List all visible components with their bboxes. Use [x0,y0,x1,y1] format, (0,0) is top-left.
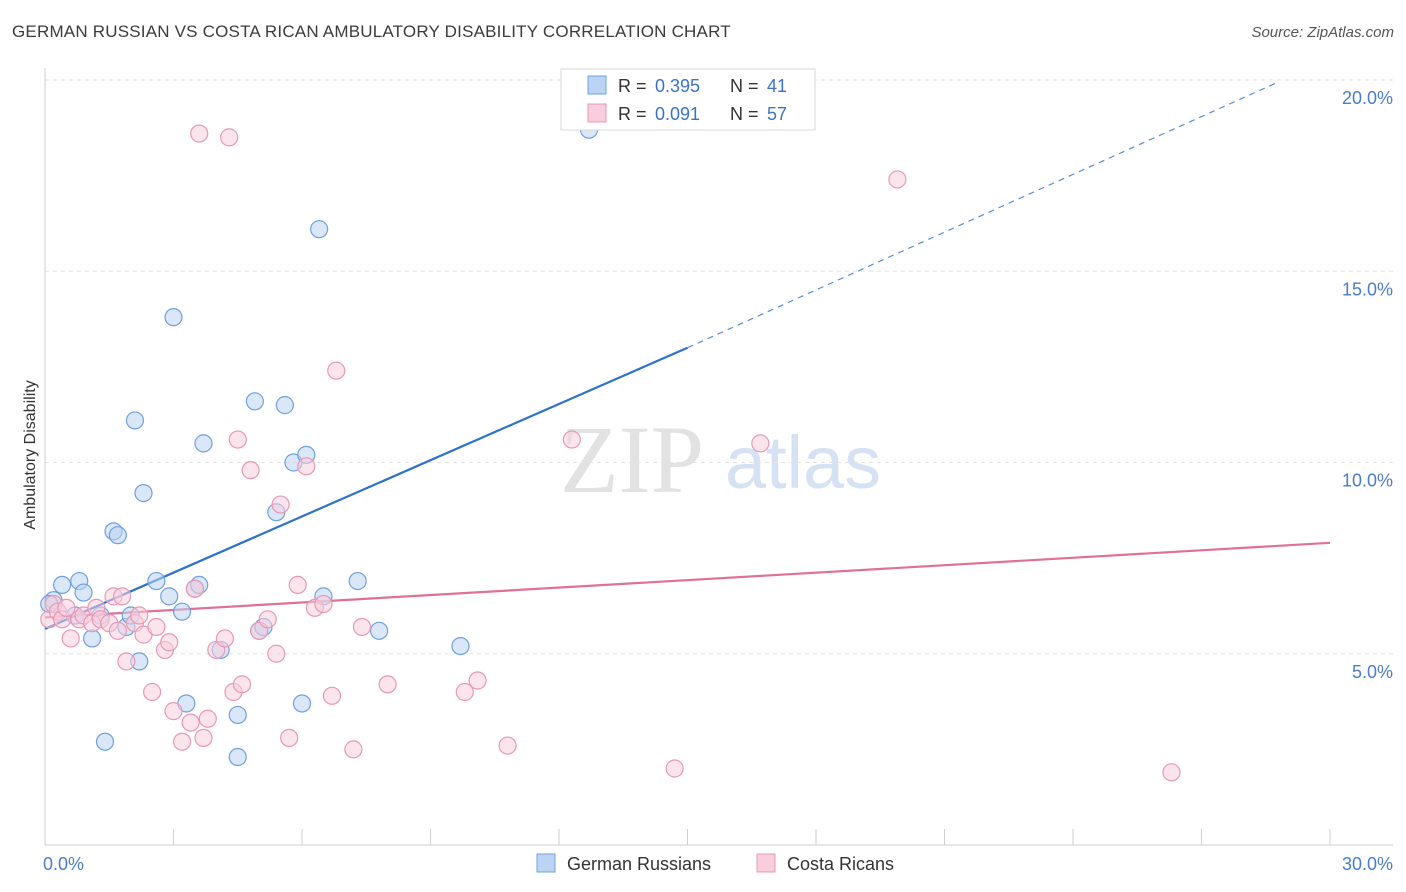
trend-lines [44,81,1331,630]
point-0-15 [147,571,166,591]
point-1-34 [228,430,247,449]
point-1-48 [344,740,363,759]
point-1-23 [164,702,183,721]
point-1-35 [232,675,252,694]
legend-r-value-1: 0.395 [655,76,700,96]
chart-title: GERMAN RUSSIAN VS COSTA RICAN AMBULATORY… [12,22,731,41]
point-0-37 [370,621,389,640]
point-1-39 [267,644,286,663]
point-0-14 [134,484,153,503]
point-0-7 [95,732,115,751]
point-1-22 [160,633,179,652]
legend-n-label-1: N = [730,76,759,96]
y-tick-label-3: 20.0% [1342,88,1393,108]
gridlines [45,79,1395,655]
point-1-32 [220,128,239,147]
point-1-29 [198,709,217,728]
point-1-49 [352,617,372,637]
point-1-27 [190,124,209,143]
point-1-57 [888,170,907,189]
point-0-17 [164,308,183,327]
point-1-31 [215,629,234,648]
point-1-38 [258,610,277,629]
point-1-28 [194,728,213,748]
point-1-5 [61,629,80,648]
point-1-52 [468,671,487,690]
trend-extension-0 [687,81,1279,349]
point-0-36 [348,571,367,591]
legend-r-value-2: 0.091 [655,104,700,124]
point-0-25 [228,705,247,725]
watermark-atlas: atlas [725,421,881,504]
point-1-55 [665,759,684,778]
y-tick-label-2: 15.0% [1342,279,1393,299]
trend-line-1 [44,541,1331,619]
point-1-40 [271,495,290,514]
y-axis-label: Ambulatory Disability [22,380,39,529]
point-1-47 [327,361,346,380]
bottom-legend-label-costa-ricans: Costa Ricans [787,854,894,874]
bottom-legend-swatch-german-russians [536,853,556,873]
point-0-1 [53,575,72,595]
series-legend: German Russians Costa Ricans [536,853,894,874]
point-1-43 [297,457,316,476]
point-0-30 [275,396,294,415]
legend-n-label-2: N = [730,104,759,124]
legend-r-label-2: R = [618,104,647,124]
point-1-19 [142,682,162,702]
point-1-51 [455,682,474,702]
bottom-legend-swatch-costa-ricans [756,853,776,873]
point-0-22 [194,434,213,453]
point-1-58 [1162,763,1181,782]
axes: 5.0% 10.0% 15.0% 20.0% 0.0% 30.0% [43,68,1393,874]
x-tick-label-1: 30.0% [1342,854,1393,874]
point-1-13 [108,621,127,640]
watermark-zip: ZIP [560,406,704,513]
point-1-53 [498,736,517,755]
legend-n-value-1: 41 [767,76,787,96]
point-0-24 [228,747,247,767]
point-0-34 [310,220,329,239]
point-1-4 [57,598,76,617]
point-1-25 [181,713,200,732]
point-1-24 [172,732,192,751]
point-0-26 [245,392,264,411]
point-0-12 [125,411,145,430]
point-1-26 [185,579,205,598]
legend-swatch-german-russians [587,75,607,95]
point-0-5 [83,629,102,648]
stats-legend: R = 0.395 N = 41 R = 0.091 N = 57 [560,68,816,131]
point-1-45 [314,594,333,614]
point-0-18 [172,602,192,621]
y-tick-label-1: 10.0% [1342,471,1393,491]
point-1-54 [562,430,581,449]
point-1-50 [378,675,397,694]
point-1-41 [280,728,299,748]
point-1-17 [130,606,149,625]
point-1-15 [117,652,136,671]
point-0-4 [74,583,93,602]
point-1-46 [322,686,342,705]
legend-r-label-1: R = [618,76,647,96]
legend-n-value-2: 57 [767,104,787,124]
point-0-16 [160,587,179,606]
point-1-36 [241,461,260,480]
point-0-38 [451,636,470,656]
point-1-56 [751,434,770,453]
point-0-9 [108,526,127,545]
y-tick-label-0: 5.0% [1352,662,1393,682]
legend-swatch-costa-ricans [587,103,607,123]
chart-source: Source: ZipAtlas.com [1251,24,1394,41]
point-1-14 [112,587,132,606]
point-1-20 [147,617,166,637]
point-1-42 [288,575,307,595]
bottom-legend-label-german-russians: German Russians [567,854,711,874]
x-tick-label-0: 0.0% [43,854,84,874]
point-0-32 [292,694,312,713]
